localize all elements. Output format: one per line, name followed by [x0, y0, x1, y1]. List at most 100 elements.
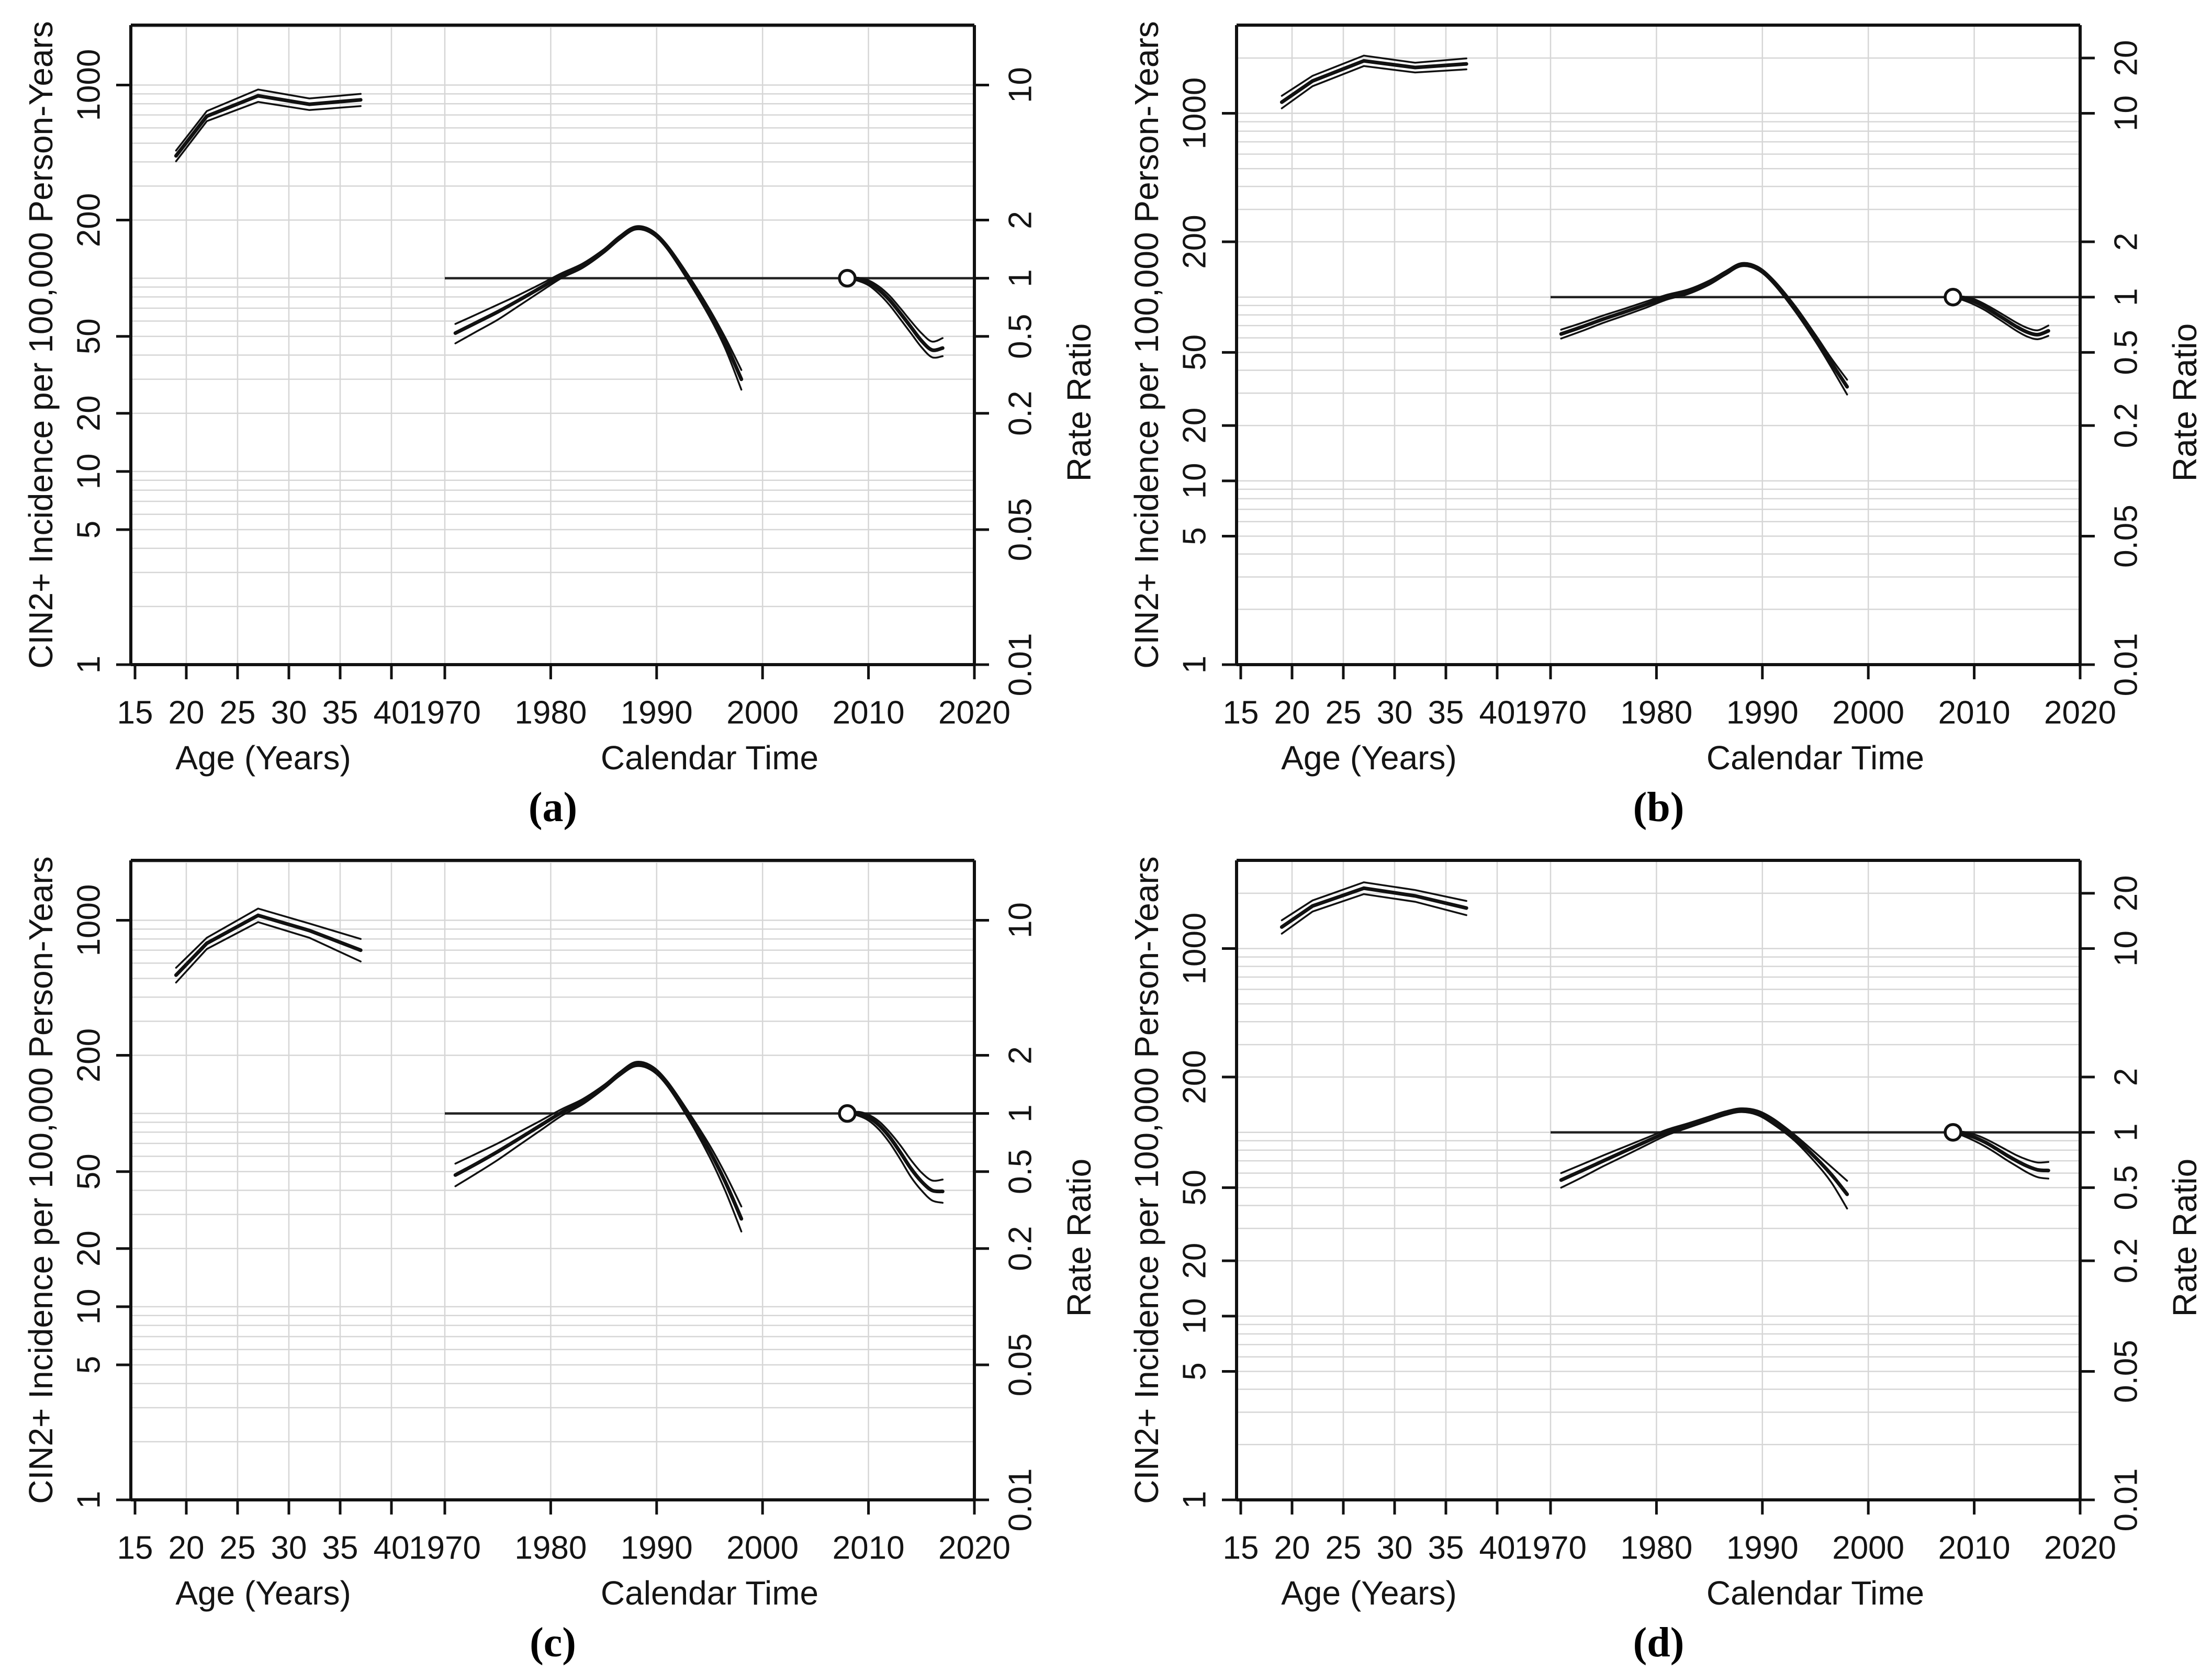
x-axis-tick-label: 20	[169, 1530, 205, 1566]
right-axis-tick-label: 2	[2108, 1068, 2144, 1086]
right-axis-tick-label: 0.5	[2108, 1165, 2144, 1210]
x-axis-tick-label: 35	[1428, 695, 1464, 731]
plot-box	[129, 859, 976, 1501]
right-axis-tick-label: 0.05	[2108, 504, 2144, 568]
right-axis-tick-label: 1	[1003, 1104, 1039, 1122]
x-axis-tick-label: 30	[1377, 695, 1413, 731]
right-axis-tick-label: 0.05	[1003, 1333, 1039, 1397]
calendar-rate-ratio-center-line	[1559, 1108, 1849, 1196]
left-axis-tick-label: 10	[71, 1288, 107, 1325]
left-axis-tick-label: 5	[71, 521, 107, 539]
curves	[174, 907, 945, 1232]
right-axis-tick-label: 2	[2108, 233, 2144, 251]
x-axis-tick-label: 1980	[1620, 1530, 1692, 1566]
right-axis-tick-label: 0.5	[2108, 330, 2144, 375]
left-axis-tick-label: 50	[71, 318, 107, 354]
x-axis-tick-label: 15	[1223, 695, 1259, 731]
left-axis-tick-label: 50	[1177, 334, 1213, 371]
x-axis-tick-label: 1990	[1726, 1530, 1799, 1566]
age-axis-title: Age (Years)	[175, 1574, 351, 1612]
left-axis-tick-label: 5	[71, 1356, 107, 1374]
recent-period-rate-ratio-center-line	[845, 276, 945, 352]
age-incidence-lower-ci-line	[175, 921, 362, 984]
right-axis-title: Rate Ratio	[1060, 323, 1098, 481]
x-axis-tick-label: 1970	[1514, 695, 1587, 731]
calendar-rate-ratio-center-line	[1559, 262, 1849, 389]
left-axis-title: CIN2+ Incidence per 100,000 Person-Years	[1128, 856, 1165, 1504]
right-axis-tick-label: 0.2	[2108, 403, 2144, 448]
x-axis-tick-label: 35	[322, 695, 358, 731]
x-axis-tick-label: 25	[220, 1530, 256, 1566]
tick-marks	[116, 918, 989, 1515]
x-axis-tick-label: 1980	[1620, 695, 1692, 731]
left-axis-tick-label: 1	[1177, 1491, 1213, 1509]
right-axis-tick-label: 20	[2108, 40, 2144, 76]
left-axis-tick-label: 5	[1177, 1362, 1213, 1380]
recent-period-rate-ratio-lower-ci-line	[846, 1112, 944, 1204]
x-axis-tick-label: 2020	[938, 1530, 1010, 1566]
age-incidence-upper-ci-line	[175, 88, 362, 152]
recent-period-rate-ratio-lower-ci-line	[1952, 1131, 2050, 1180]
recent-period-rate-ratio-center-line	[845, 1111, 945, 1194]
right-axis-tick-label: 0.5	[1003, 1149, 1039, 1194]
tick-marks	[1222, 892, 2095, 1515]
x-axis-tick-label: 35	[1428, 1530, 1464, 1566]
left-axis-tick-label: 1000	[71, 49, 107, 121]
x-axis-tick-label: 40	[1479, 695, 1515, 731]
x-axis-tick-label: 15	[117, 695, 153, 731]
tick-marks	[1222, 57, 2095, 679]
left-axis-tick-label: 1	[1177, 656, 1213, 674]
panel-c: 1000 200 50 20 10 5 1 10 2 1 0.5 0.2 0.05 0.01 15 20 25 3…	[0, 835, 1106, 1670]
age-incidence-center-line	[174, 94, 363, 158]
left-axis-tick-label: 200	[1177, 215, 1213, 268]
left-axis-tick-label: 200	[71, 1028, 107, 1082]
age-incidence-lower-ci-line	[175, 100, 362, 162]
left-axis-tick-label: 1000	[1177, 913, 1213, 985]
x-axis-tick-label: 25	[1326, 695, 1362, 731]
right-axis-tick-label: 1	[2108, 1123, 2144, 1141]
panel-c-label: (c)	[0, 1619, 1106, 1667]
left-axis-tick-label: 20	[1177, 1243, 1213, 1279]
right-axis-tick-label: 10	[2108, 930, 2144, 967]
recent-period-rate-ratio-upper-ci-line	[846, 1111, 944, 1182]
right-axis-tick-label: 0.2	[1003, 391, 1039, 436]
x-axis-tick-label: 20	[169, 695, 205, 731]
x-axis-tick-label: 2000	[726, 695, 799, 731]
left-axis-tick-label: 50	[1177, 1170, 1213, 1206]
x-axis-tick-label: 30	[271, 695, 307, 731]
right-axis-tick-label: 2	[1003, 211, 1039, 229]
x-axis-tick-label: 2020	[2044, 1530, 2116, 1566]
panel-d-label: (d)	[1106, 1619, 2211, 1667]
panel-b-label-text: (b)	[1633, 784, 1685, 831]
panel-b-label: (b)	[1106, 784, 2211, 832]
x-axis-tick-label: 1970	[1514, 1530, 1587, 1566]
right-axis-tick-label: 0.01	[1003, 633, 1039, 697]
left-axis-tick-label: 10	[1177, 1298, 1213, 1334]
age-incidence-center-line	[1279, 59, 1468, 104]
panel-c-label-text: (c)	[530, 1620, 576, 1666]
panel-a: 1000 200 50 20 10 5 1 10 2 1 0.5 0.2 0.05 0.01 15 20 25 3…	[0, 0, 1106, 835]
calendar-axis-title: Calendar Time	[1706, 1574, 1924, 1612]
reference-point-marker	[838, 1104, 857, 1123]
panel-b: 1000 200 50 20 10 5 1 20 10 2 1 0.5 0.2 0.05 0.01 15 20 2…	[1106, 0, 2211, 835]
left-axis-tick-label: 50	[71, 1153, 107, 1190]
left-axis-title: CIN2+ Incidence per 100,000 Person-Years	[22, 856, 60, 1504]
reference-point-marker	[838, 268, 857, 288]
calendar-rate-ratio-center-line	[453, 1062, 744, 1221]
x-axis-tick-label: 2020	[2044, 695, 2116, 731]
right-axis-tick-label: 20	[2108, 875, 2144, 911]
left-axis-tick-label: 1000	[1177, 77, 1213, 150]
right-axis-tick-label: 0.01	[2108, 633, 2144, 697]
right-axis-tick-label: 0.01	[2108, 1468, 2144, 1532]
panel-a-label-text: (a)	[528, 784, 578, 831]
x-axis-tick-label: 25	[220, 695, 256, 731]
recent-period-rate-ratio-lower-ci-line	[1952, 296, 2050, 340]
left-axis-tick-label: 1	[71, 656, 107, 674]
